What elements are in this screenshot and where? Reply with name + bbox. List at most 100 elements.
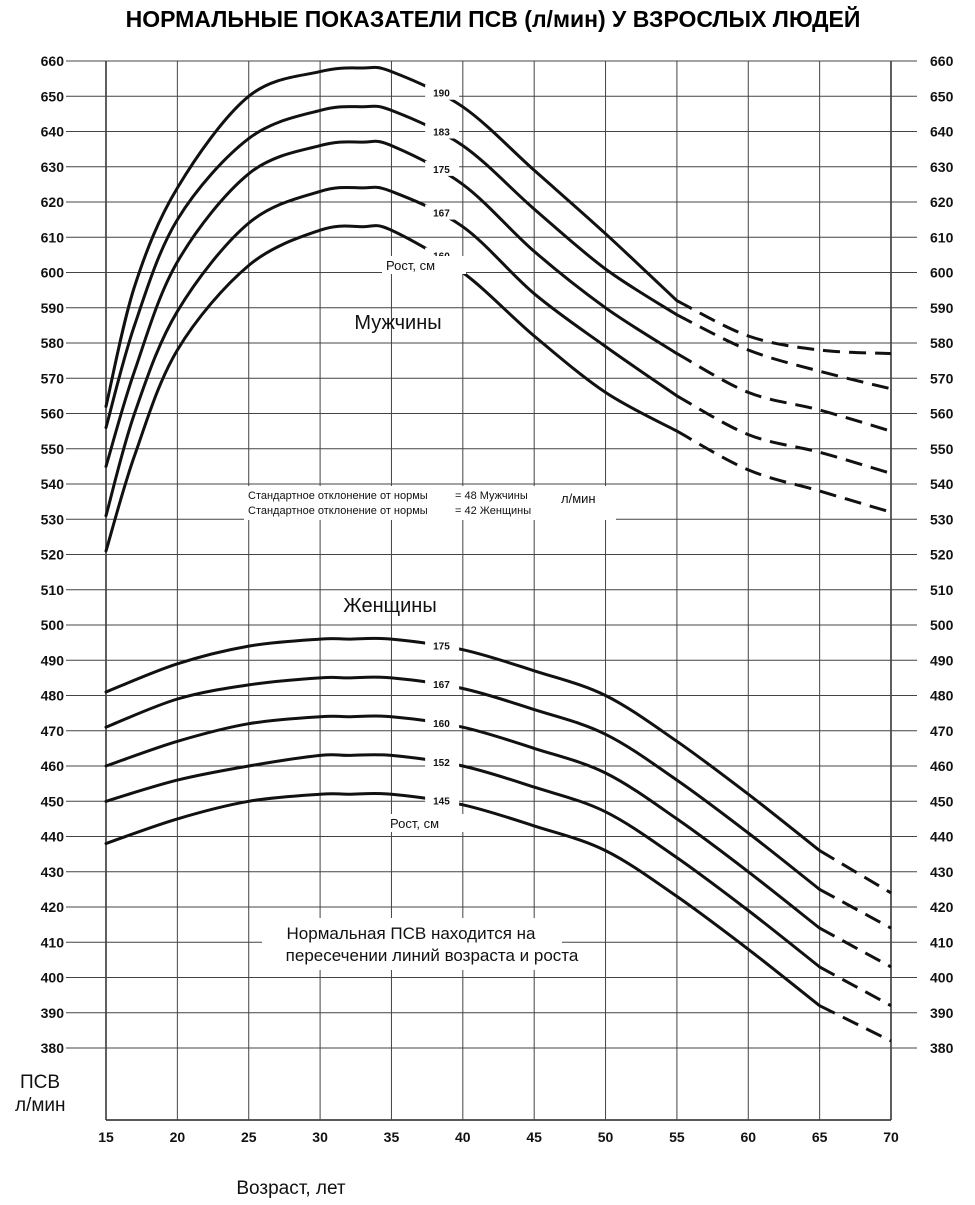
y-tick-label-left: 420 <box>41 899 65 915</box>
y-tick-label-right: 560 <box>930 406 954 422</box>
x-axis-label: Возраст, лет <box>236 1178 346 1199</box>
curve-label-bg <box>425 792 460 808</box>
y-tick-label-right: 590 <box>930 300 954 316</box>
x-tick-label: 15 <box>98 1129 114 1145</box>
curve-label-bg <box>425 84 460 100</box>
y-tick-label-right: 620 <box>930 194 954 210</box>
sd-note-value-men: = 48 Мужчины <box>455 490 528 502</box>
curve-men-167-dashed <box>676 394 892 475</box>
women-height-label: Рост, см <box>390 816 439 831</box>
curve-men-183-solid <box>104 104 679 430</box>
curve-label-women-160: 160 <box>433 719 450 730</box>
men-height-label-bg <box>382 256 466 274</box>
curve-label-bg <box>425 204 460 220</box>
y-axis-right: 380 390 400 410 420 430 440 450 460 470 480 490 500 5… <box>930 53 954 1056</box>
curve-label-women-167: 167 <box>433 680 450 691</box>
y-tick-label-right: 600 <box>930 265 954 281</box>
curve-men-160-solid <box>104 224 679 553</box>
x-tick-label: 25 <box>241 1129 257 1145</box>
y-axis-left: 380 390 400 410 420 430 440 450 460 470 480 490 500 5… <box>41 53 65 1056</box>
y-tick-label-right: 530 <box>930 511 954 527</box>
curve-men-160-dashed <box>676 429 892 514</box>
y-tick-label-right: 520 <box>930 547 954 563</box>
y-tick-label-left: 640 <box>41 124 65 140</box>
y-tick-label-right: 490 <box>930 652 954 668</box>
men-section-label: Мужчины <box>354 312 441 334</box>
y-tick-label-right: 470 <box>930 723 954 739</box>
curve-label-women-175: 175 <box>433 641 450 652</box>
curve-men-175-dashed <box>676 352 892 433</box>
men-height-label: Рост, см <box>386 258 435 273</box>
chart-title: НОРМАЛЬНЫЕ ПОКАЗАТЕЛИ ПСВ (л/мин) У ВЗРО… <box>126 5 861 32</box>
y-tick-label-left: 560 <box>41 406 65 422</box>
y-tick-label-right: 440 <box>930 829 954 845</box>
y-tick-label-left: 520 <box>41 547 65 563</box>
x-tick-label: 40 <box>455 1129 471 1145</box>
y-tick-label-left: 610 <box>41 229 65 245</box>
x-axis: 15 20 25 30 35 40 45 50 55 60 65 70 <box>98 1129 899 1145</box>
y-tick-label-left: 380 <box>41 1040 65 1056</box>
y-tick-label-left: 580 <box>41 335 65 351</box>
women-section-label: Женщины <box>343 595 436 617</box>
y-tick-label-left: 450 <box>41 793 65 809</box>
y-tick-label-left: 540 <box>41 476 65 492</box>
y-tick-label-right: 570 <box>930 370 954 386</box>
y-tick-label-left: 390 <box>41 1005 65 1021</box>
sd-note-line-men: Стандартное отклонение от нормы <box>248 490 428 502</box>
y-tick-label-left: 490 <box>41 652 65 668</box>
y-tick-label-right: 500 <box>930 617 954 633</box>
x-tick-label: 35 <box>384 1129 400 1145</box>
y-tick-label-left: 470 <box>41 723 65 739</box>
curve-label-bg <box>425 160 460 176</box>
curve-label-men-183: 183 <box>433 128 450 139</box>
curve-men-167-solid <box>104 185 679 518</box>
y-tick-label-right: 410 <box>930 934 954 950</box>
x-tick-label: 50 <box>598 1129 614 1145</box>
y-tick-label-right: 480 <box>930 688 954 704</box>
y-tick-label-right: 420 <box>930 899 954 915</box>
curve-label-men-167: 167 <box>433 209 450 220</box>
y-tick-label-right: 550 <box>930 441 954 457</box>
y-tick-label-left: 550 <box>41 441 65 457</box>
y-tick-label-left: 460 <box>41 758 65 774</box>
curve-women-160-dashed <box>818 926 892 969</box>
curve-women-145-dashed <box>818 1004 892 1043</box>
y-tick-label-left: 410 <box>41 934 65 950</box>
curve-label-bg <box>425 123 460 139</box>
x-tick-label: 45 <box>526 1129 542 1145</box>
y-tick-label-right: 650 <box>930 88 954 104</box>
y-tick-label-left: 650 <box>41 88 65 104</box>
y-tick-label-left: 620 <box>41 194 65 210</box>
curve-label-bg <box>425 714 460 730</box>
y-tick-label-left: 630 <box>41 159 65 175</box>
instruction-line-1: Нормальная ПСВ находится на <box>287 924 536 943</box>
y-axis-label-line-2: л/мин <box>15 1095 66 1116</box>
y-tick-label-right: 460 <box>930 758 954 774</box>
y-tick-label-right: 400 <box>930 970 954 986</box>
y-tick-label-right: 610 <box>930 229 954 245</box>
y-tick-label-left: 570 <box>41 370 65 386</box>
y-tick-label-right: 510 <box>930 582 954 598</box>
x-tick-label: 70 <box>883 1129 899 1145</box>
curve-women-175-dashed <box>818 849 892 895</box>
x-tick-label: 30 <box>312 1129 328 1145</box>
curve-men-175-solid <box>104 139 679 468</box>
y-tick-label-right: 540 <box>930 476 954 492</box>
y-tick-label-right: 450 <box>930 793 954 809</box>
curve-label-men-175: 175 <box>433 165 450 176</box>
curve-women-167-dashed <box>818 888 892 930</box>
curve-label-women-145: 145 <box>433 797 450 808</box>
x-tick-label: 60 <box>740 1129 756 1145</box>
curve-label-bg <box>425 637 460 653</box>
curve-label-women-152: 152 <box>433 758 450 769</box>
x-tick-label: 55 <box>669 1129 685 1145</box>
y-tick-label-right: 580 <box>930 335 954 351</box>
curve-men-190-solid <box>104 65 679 408</box>
curve-labels: 190183175167160175167160152145 <box>425 84 460 808</box>
y-tick-label-left: 400 <box>41 970 65 986</box>
y-tick-label-right: 640 <box>930 124 954 140</box>
y-tick-label-left: 530 <box>41 511 65 527</box>
y-tick-label-left: 600 <box>41 265 65 281</box>
y-tick-label-right: 630 <box>930 159 954 175</box>
